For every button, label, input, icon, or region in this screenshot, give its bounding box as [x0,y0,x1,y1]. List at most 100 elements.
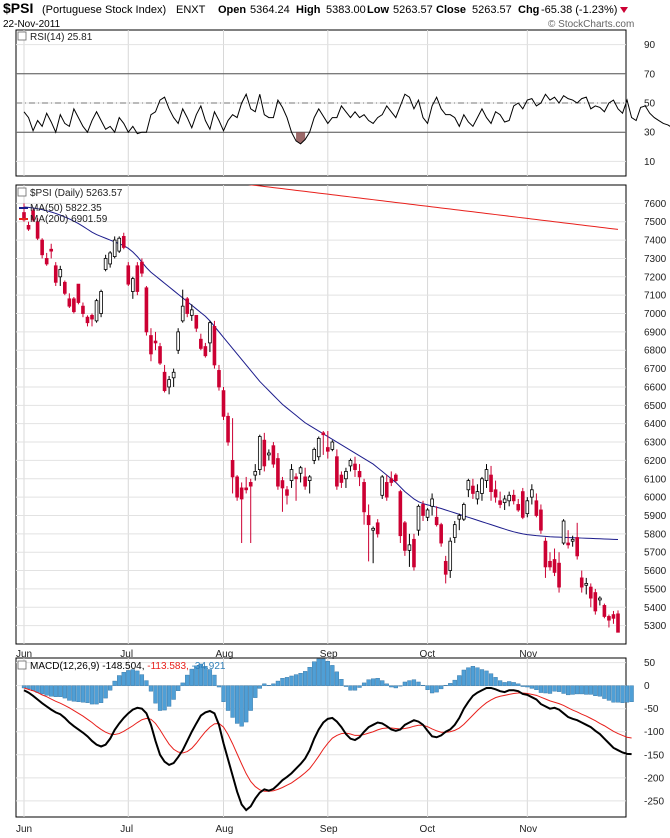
y-tick-label: 6600 [644,382,667,393]
candle-body [443,560,448,575]
y-tick-label: 0 [644,681,650,692]
candle-body [176,331,180,351]
price-panel: 5300 5400 5500 5600 5700 5800 5900 6000 6100 6200… [15,184,667,645]
candle-body [94,300,99,322]
candle-body [307,476,312,481]
y-tick-label: 30 [644,128,656,139]
candle-body [448,540,453,571]
candle-body [403,522,407,551]
macd-histogram-bar [316,658,321,686]
y-tick-label: 6500 [644,401,667,412]
y-tick-label: 5300 [644,621,667,632]
candle-body [316,437,321,458]
macd-histogram-bar [343,685,349,687]
y-tick-label: 6700 [644,364,667,375]
x-tick-label-bottom: Oct [420,824,436,835]
macd-histogram-bar [67,685,72,701]
macd-histogram-bar [584,685,589,695]
x-tick-label-mid: Aug [216,649,234,660]
panel-frame [15,657,627,818]
y-tick-label: -50 [644,704,659,715]
macd-histogram-bar [466,667,471,686]
y-tick-label: 7100 [644,291,667,302]
macd-histogram-bar [366,679,371,686]
panel-frame [15,184,627,645]
date-label: 22-Nov-2011 [3,19,61,30]
macd-histogram-bar [58,685,63,697]
candle-body [394,474,398,481]
macd-histogram-bar [257,685,262,689]
candle-body [434,516,439,526]
y-tick-label: 10 [644,157,656,168]
candle-body [516,504,521,511]
y-tick-label: 5900 [644,511,667,522]
candle-body [353,463,357,470]
candle-body [230,459,235,478]
candle-body [312,448,317,461]
candle-body [171,371,176,379]
candle-body [598,597,602,601]
candle-body [280,480,285,489]
candle-body [330,441,335,450]
macd-histogram-bar [597,685,602,697]
candle-body [611,614,616,619]
candle-body [131,278,135,292]
candle-body [26,224,31,230]
x-tick-label-mid: Jul [120,649,133,660]
close-value: 5263.57 [472,4,512,16]
macd-histogram-bar [393,685,398,689]
candle-body [108,252,112,265]
macd-histogram-bar [511,682,516,686]
macd-histogram-bar [497,680,503,686]
macd-histogram-bar [575,685,580,695]
macd-histogram-bar [98,685,104,703]
macd-histogram-bar [416,681,421,686]
x-tick-label-mid: Nov [519,649,537,660]
rsi-panel-icon [17,31,27,41]
candle-body [371,527,375,531]
macd-histogram-bar [339,679,344,686]
candle-body [375,522,380,535]
macd-histogram-bar [321,658,326,686]
macd-histogram-bar [357,685,362,688]
y-tick-label: 5800 [644,529,667,540]
macd-histogram-bar [135,670,140,686]
candle-body [67,298,72,307]
price-panel-icon [17,187,27,197]
macd-histogram-bar [185,674,190,686]
macd-histogram-bar [470,666,476,686]
candle-body [602,605,607,617]
close-label: Close [436,4,466,16]
macd-histogram-bar [307,667,312,686]
macd-histogram-bar [153,685,158,704]
x-tick-label-mid: Sep [320,649,338,660]
y-tick-label: 7200 [644,272,667,283]
macd-histogram-bar [130,669,135,686]
rsi-title: RSI(14) 25.81 [30,32,93,43]
candle-body [412,538,416,568]
macd-histogram-bar [248,685,253,711]
candle-body [189,309,194,316]
macd-histogram-bar [371,678,376,686]
y-tick-label: 90 [644,40,656,51]
candle-body [158,346,162,364]
macd-histogram-bar [266,684,271,686]
candle-body [276,458,280,487]
macd-histogram-bar [561,685,566,694]
candle-body [584,583,589,586]
y-tick-label: -100 [644,727,664,738]
macd-histogram-bar [280,678,285,686]
candle-body [421,504,425,516]
macd-histogram-bar [407,680,412,686]
macd-histogram-bar [588,685,593,695]
candle-body [575,537,579,557]
macd-histogram-bar [547,685,553,694]
macd-histogram-bar [611,685,616,703]
y-tick-label: -150 [644,750,664,761]
low-value: 5263.57 [393,4,433,16]
macd-histogram-bar [529,685,534,689]
macd-histogram-bar [389,685,394,688]
candle-body [194,314,199,329]
high-value: 5383.00 [326,4,366,16]
